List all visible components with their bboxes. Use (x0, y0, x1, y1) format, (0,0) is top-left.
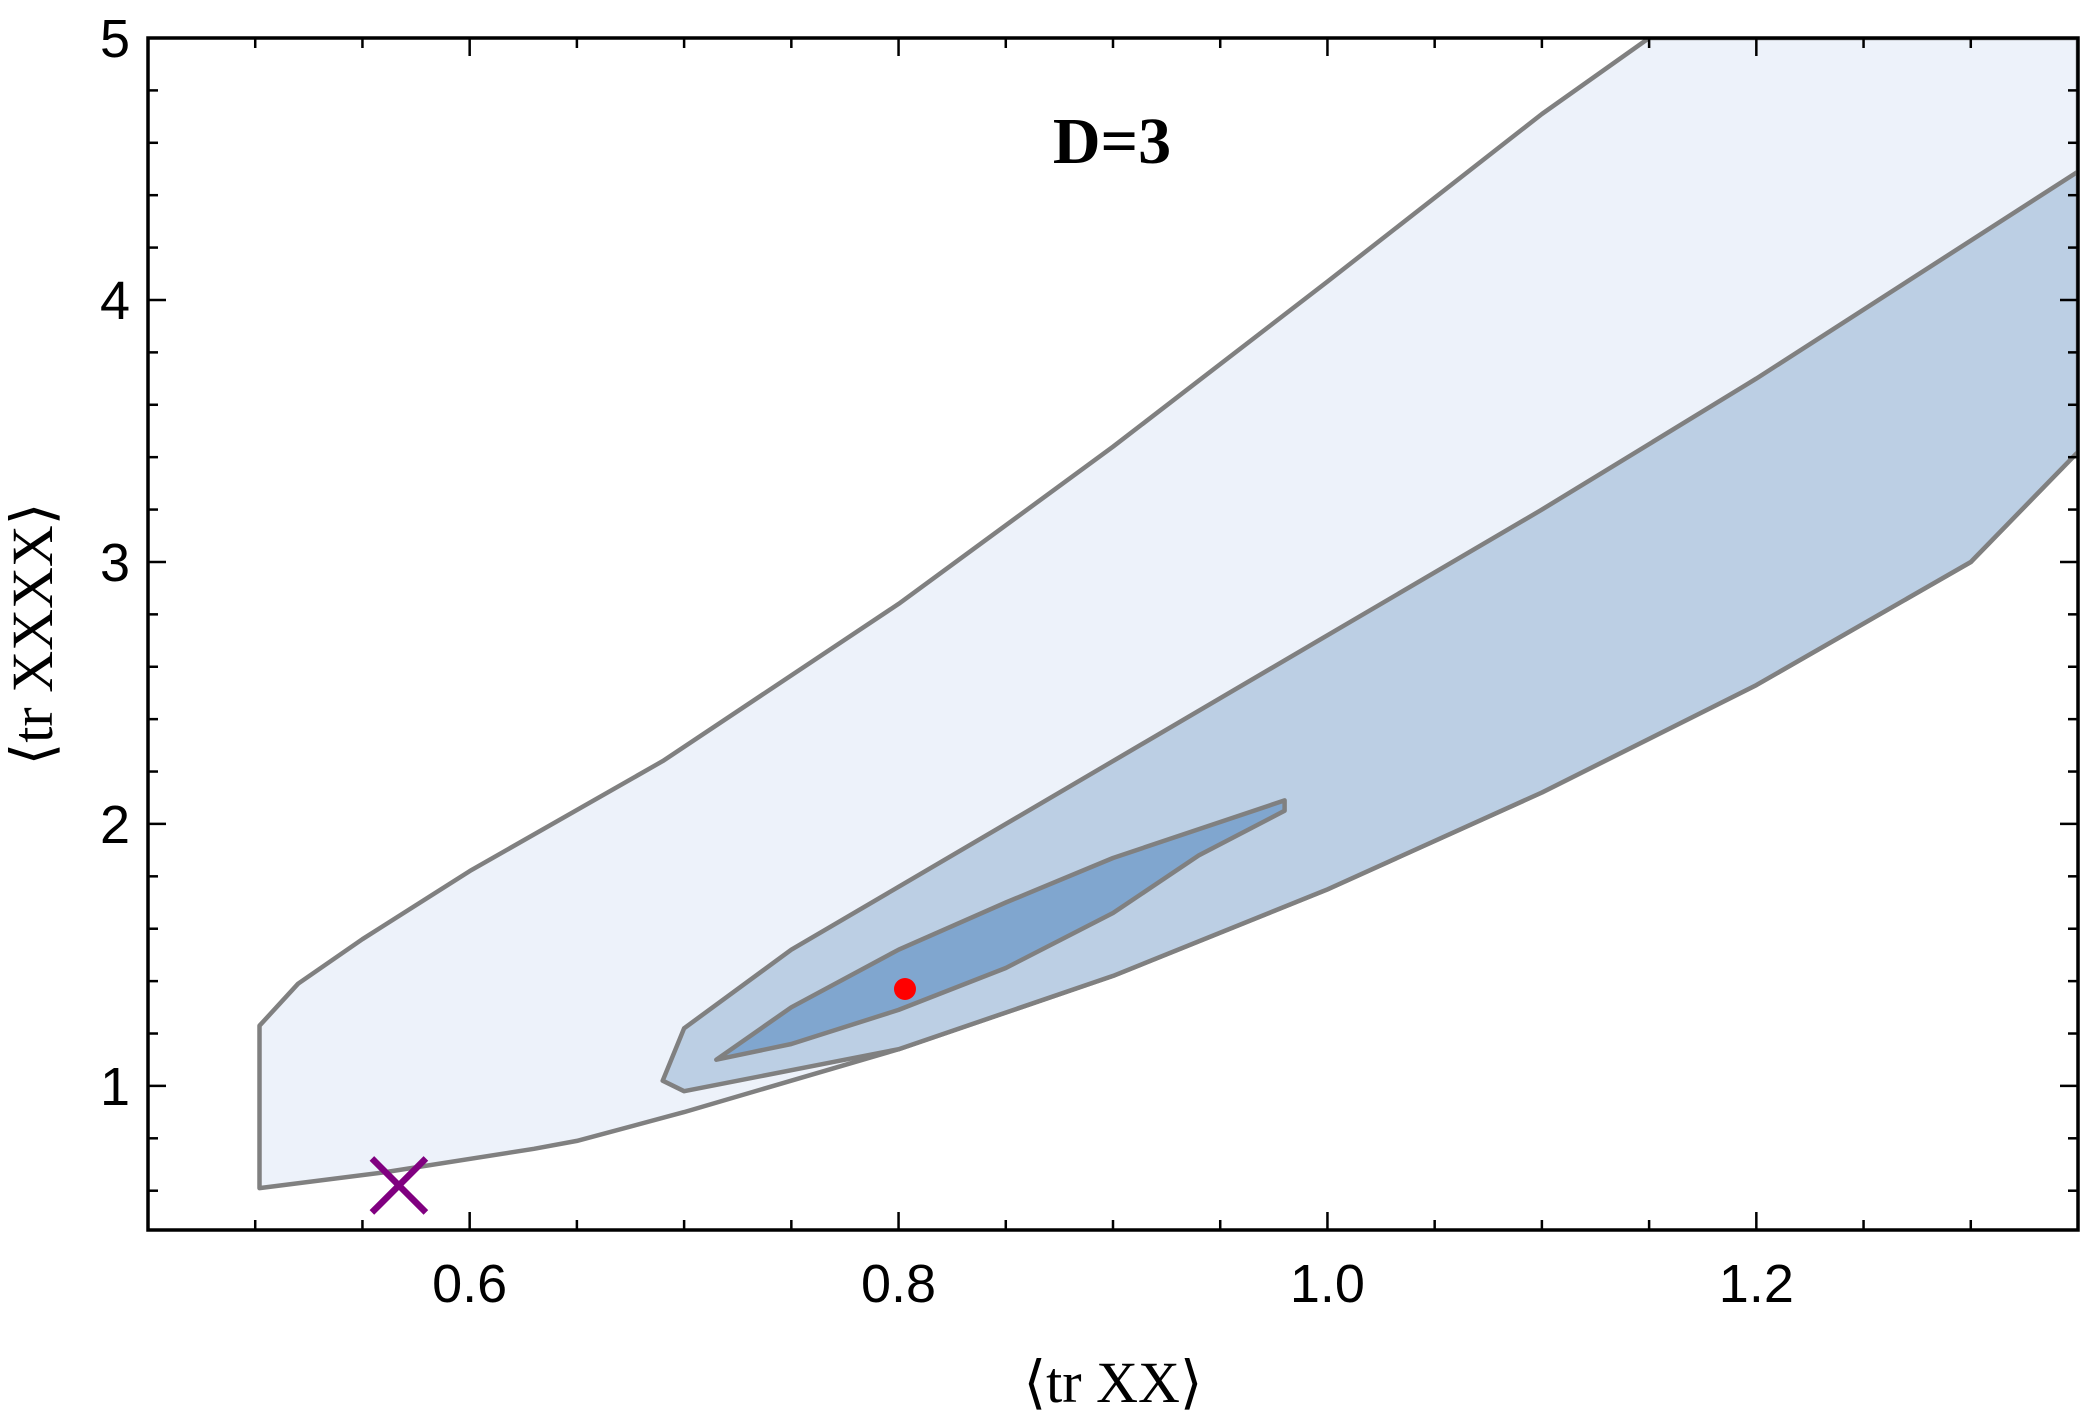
y-axis-title: ⟨tr XXXX⟩ (0, 503, 65, 766)
middle-region (660, 169, 2078, 1094)
cross-marker (369, 1156, 429, 1215)
y-tick-label: 2 (100, 795, 130, 855)
x-tick-label: 1.0 (1290, 1254, 1365, 1314)
outer-region (257, 38, 2078, 1191)
annotation-label: D=3 (1053, 105, 1171, 178)
x-tick-label: 1.2 (1719, 1254, 1794, 1314)
y-tick-label: 5 (100, 9, 130, 69)
plot-area (257, 38, 2078, 1215)
y-tick-label: 3 (100, 533, 130, 593)
plot-frame (146, 36, 2080, 1232)
x-tick-label: 0.6 (432, 1254, 507, 1314)
tick-labels: 0.6 0.8 1.0 1.2 1 2 3 4 5 (100, 9, 1794, 1314)
point-marker (893, 977, 916, 1000)
y-tick-label: 4 (100, 271, 130, 331)
x-axis-title: ⟨tr XX⟩ (1024, 1350, 1203, 1415)
x-tick-label: 0.8 (861, 1254, 936, 1314)
inner-region (714, 798, 1287, 1062)
y-tick-label: 1 (100, 1057, 130, 1117)
